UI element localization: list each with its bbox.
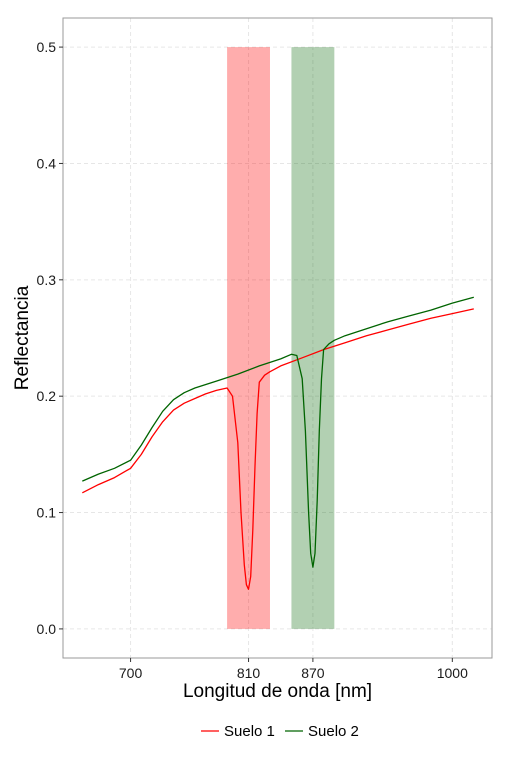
x-tick-label: 870 [301, 665, 325, 681]
x-tick-label: 1000 [437, 665, 468, 681]
axis-ticks: 0.0 0.1 0.2 0.3 0.4 0.5 700 810 870 1000 [37, 39, 469, 681]
y-tick-label: 0.4 [37, 155, 57, 171]
legend-label-suelo-1: Suelo 1 [224, 723, 275, 740]
y-axis-title: Reflectancia [12, 285, 33, 390]
y-tick-label: 0.3 [37, 272, 57, 288]
series-lines [82, 296, 474, 590]
x-axis-title: Longitud de onda [nm] [183, 681, 372, 702]
series-line-2 [82, 296, 474, 568]
highlight-bands [227, 47, 335, 629]
y-tick-label: 0.0 [37, 621, 57, 637]
grid-lines [63, 18, 492, 658]
x-tick-label: 700 [119, 665, 143, 681]
x-tick-label: 810 [237, 665, 261, 681]
y-tick-label: 0.1 [37, 505, 57, 521]
legend: Suelo 1 Suelo 2 [201, 723, 359, 740]
plot-panel-border [62, 17, 493, 659]
plot-panel [63, 18, 492, 658]
y-tick-label: 0.5 [37, 39, 57, 55]
highlight-band-1 [227, 47, 270, 629]
series-line-1 [82, 308, 474, 590]
legend-label-suelo-2: Suelo 2 [308, 723, 359, 740]
highlight-band-2 [291, 47, 335, 629]
y-tick-label: 0.2 [37, 388, 57, 404]
